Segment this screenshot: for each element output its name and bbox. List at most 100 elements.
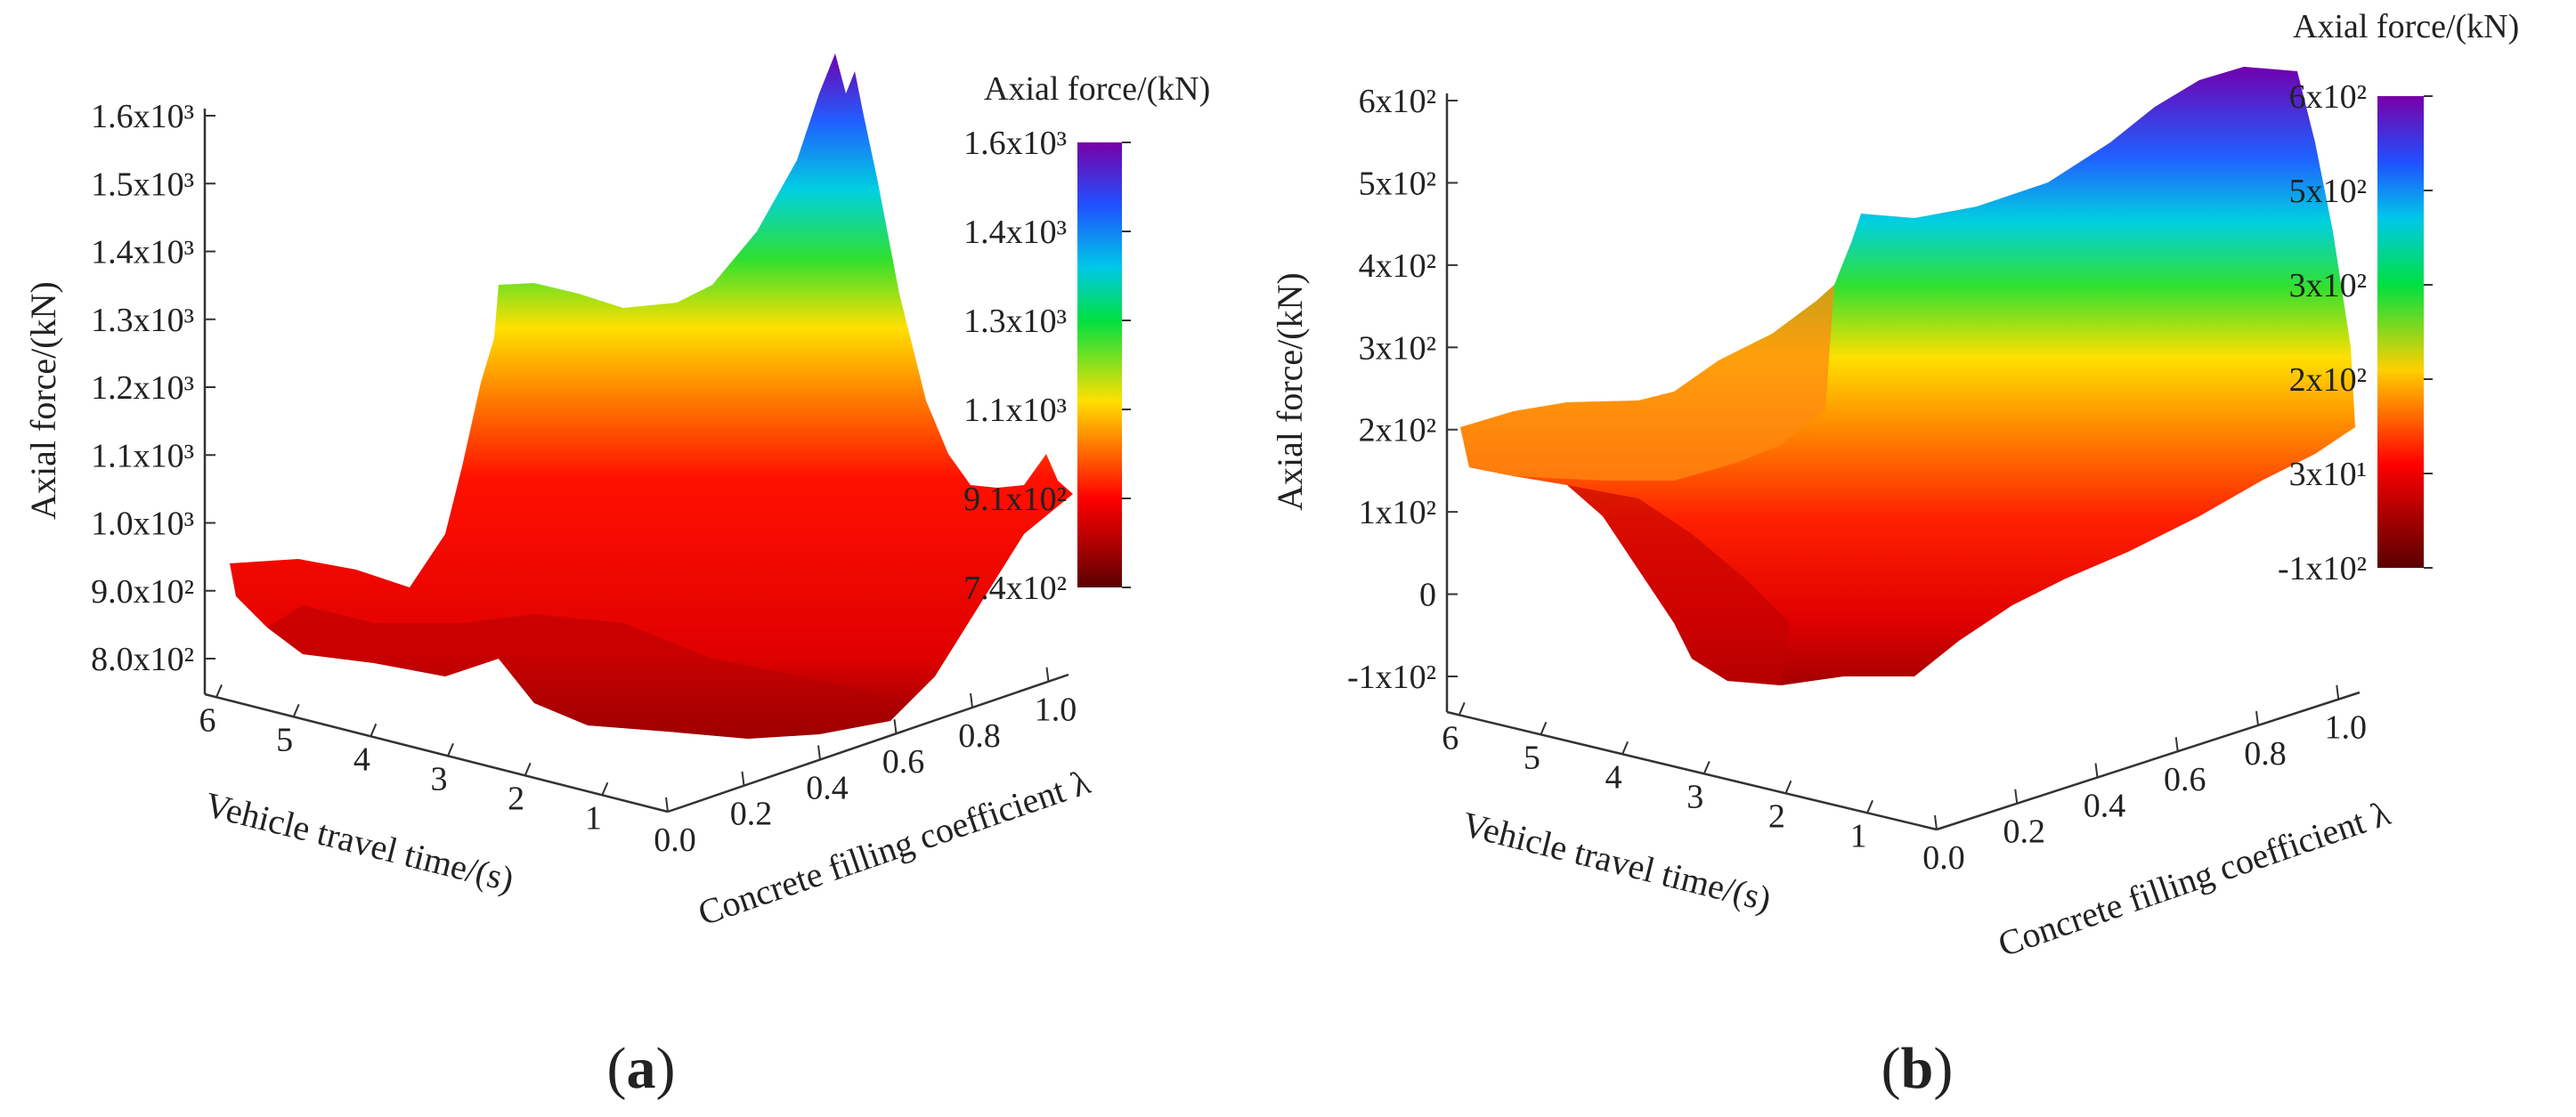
z-tick-label: 3x10² (1359, 329, 1436, 367)
y-tick-mark (817, 745, 821, 760)
z-tick-label: 1.2x10³ (91, 369, 194, 407)
x-tick-mark (1621, 741, 1629, 755)
surface-a-shape (230, 53, 1073, 739)
z-tick-label: 1.5x10³ (91, 166, 194, 203)
y-tick-label: 0.6 (2164, 761, 2206, 798)
x-tick-mark (292, 703, 300, 717)
surface-b-ridge (1781, 271, 1941, 685)
y-tick-mark (2336, 684, 2340, 700)
z-tick-label: -1x10² (1347, 659, 1436, 696)
colorbar-tick-label: 1.4x10³ (963, 214, 1067, 251)
x-tick-mark (1458, 701, 1466, 716)
y-tick-label: 0.8 (2244, 735, 2287, 773)
colorbar-ticks-a: 1.6x10³ 1.4x10³ 1.3x10³ 1.1x10³ 9.1x10² 7.4x1… (963, 125, 1131, 607)
z-axis-label-a: Axial force/(kN) (23, 281, 63, 520)
z-tick-label: 5x10² (1359, 165, 1436, 202)
colorbar-tick-label: 5x10² (2289, 173, 2367, 210)
surface-a (230, 53, 1073, 739)
y-tick-mark (893, 719, 898, 734)
y-tick-label: 1.0 (1035, 692, 1077, 729)
x-tick-mark (1540, 721, 1548, 735)
y-tick-mark (970, 692, 973, 708)
z-ticks-a: 1.6x10³ 1.5x10³ 1.4x10³ 1.3x10³ 1.2x10³ 1.1x1… (91, 98, 215, 678)
x-tick-label: 1 (1850, 817, 1867, 854)
panel-label-a: (a) (607, 1036, 676, 1101)
y-axis-a (667, 673, 1069, 813)
x-tick-mark (447, 742, 454, 757)
z-tick-label: 9.0x10² (91, 573, 194, 611)
x-tick-label: 4 (1605, 758, 1622, 796)
y-tick-label: 0.0 (1922, 839, 1965, 877)
y-tick-label: 0.8 (958, 717, 1001, 755)
x-axis-b (1446, 710, 1938, 831)
colorbar-b (2377, 96, 2424, 568)
y-tick-label: 0.2 (730, 796, 773, 833)
colorbar-title-a: Axial force/(kN) (984, 70, 1210, 108)
panel-label-b: (b) (1881, 1036, 1954, 1101)
y-tick-mark (2255, 710, 2259, 726)
surface-b-trough (1567, 485, 1790, 685)
colorbar-tick-label: 9.1x10² (963, 481, 1067, 518)
z-tick-label: 1.1x10³ (91, 437, 194, 474)
z-tick-label: 2x10² (1359, 412, 1436, 449)
z-tick-label: 4x10² (1359, 247, 1436, 285)
x-tick-label: 3 (431, 760, 448, 797)
x-axis-label-b: Vehicle travel time/(s) (1459, 804, 1776, 919)
x-ticks-b: 6 5 4 3 2 1 (1442, 701, 1874, 854)
x-axis-a (204, 692, 669, 813)
x-ticks-a: 6 5 4 3 2 1 (199, 684, 609, 837)
colorbar-tick-label: 7.4x10² (963, 570, 1067, 607)
y-tick-label: 1.0 (2325, 709, 2368, 747)
colorbar-tick-label: 3x10² (2289, 267, 2367, 304)
y-tick-label: 0.6 (882, 743, 925, 781)
y-tick-mark (2014, 789, 2019, 804)
y-tick-mark (2174, 737, 2179, 752)
z-tick-label: 1.3x10³ (91, 302, 194, 339)
x-tick-mark (601, 781, 609, 796)
y-tick-label: 0.4 (2084, 787, 2126, 824)
y-tick-label: 0.4 (806, 769, 849, 806)
x-tick-label: 5 (276, 721, 293, 758)
surface-a-ridge (463, 285, 588, 703)
colorbar-tick-label: 6x10² (2289, 78, 2367, 116)
x-tick-label: 5 (1524, 739, 1540, 776)
surface-a-trough (267, 605, 890, 739)
x-tick-mark (370, 723, 378, 737)
x-tick-label: 6 (199, 701, 216, 739)
colorbar-tick-label: -1x10² (2278, 550, 2367, 587)
z-tick-label: 8.0x10² (91, 641, 194, 678)
panel-a: 1.6x10³ 1.5x10³ 1.4x10³ 1.3x10³ 1.2x10³ 1.1x1… (23, 53, 1210, 1101)
y-ticks-b: 0.0 0.2 0.4 0.6 0.8 1.0 (1922, 684, 2368, 877)
colorbar-tick-label: 1.3x10³ (963, 303, 1067, 340)
colorbar-ticks-b: 6x10² 5x10² 3x10² 2x10² 3x10¹ -1x10² (2278, 78, 2433, 587)
x-tick-mark (1866, 799, 1874, 813)
x-tick-mark (215, 684, 223, 698)
y-axis-label-b: Concrete filling coefficient λ (1993, 792, 2395, 964)
x-tick-label: 3 (1686, 778, 1703, 815)
z-ticks-b: 6x10² 5x10² 4x10² 3x10² 2x10² 1x10² 0 -1x10² (1347, 83, 1458, 696)
y-tick-mark (1045, 667, 1050, 682)
x-tick-mark (1702, 760, 1711, 774)
colorbar-tick-label: 1.6x10³ (963, 125, 1067, 162)
z-tick-label: 1.6x10³ (91, 98, 194, 135)
colorbar-title-b: Axial force/(kN) (2293, 8, 2519, 45)
z-tick-label: 1x10² (1359, 494, 1436, 531)
y-tick-mark (665, 797, 669, 813)
z-tick-label: 0 (1419, 577, 1436, 614)
y-tick-mark (2094, 763, 2099, 778)
x-tick-mark (1784, 780, 1792, 794)
surface-b (1460, 67, 2355, 685)
panel-b: 6x10² 5x10² 4x10² 3x10² 2x10² 1x10² 0 -1x10² 6 5… (1270, 8, 2519, 1101)
y-ticks-a: 0.0 0.2 0.4 0.6 0.8 1.0 (654, 667, 1077, 859)
y-axis-label-a: Concrete filling coefficient λ (693, 761, 1095, 933)
x-tick-label: 2 (1768, 797, 1785, 835)
x-axis-label-a: Vehicle travel time/(s) (201, 784, 518, 900)
y-axis-b (1936, 691, 2361, 831)
z-tick-label: 1.4x10³ (91, 234, 194, 271)
colorbar-a (1077, 142, 1122, 587)
x-tick-label: 2 (508, 780, 524, 817)
colorbar-tick-label: 3x10¹ (2289, 456, 2367, 493)
colorbar-tick-label: 1.1x10³ (963, 392, 1067, 429)
